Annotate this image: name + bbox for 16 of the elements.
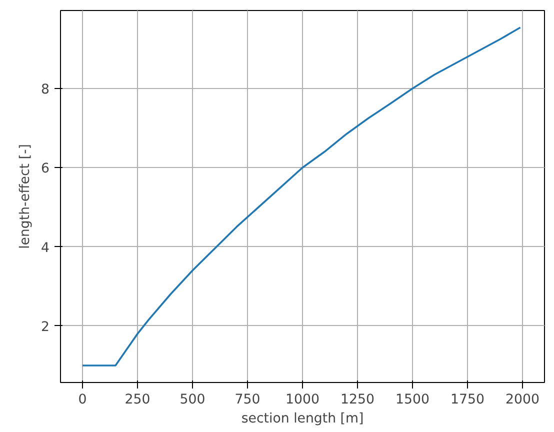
line-series (82, 26, 522, 366)
x-tick-label: 1250 (340, 392, 374, 408)
y-tick-label: 2 (41, 320, 50, 335)
x-tick-label: 250 (124, 392, 150, 408)
x-tick-label: 1000 (286, 392, 320, 408)
x-tick-label: 0 (78, 392, 87, 408)
x-tick-label: 500 (180, 392, 206, 408)
y-tick-label: 4 (41, 240, 50, 256)
y-axis-title: length-effect [-] (18, 144, 34, 249)
x-axis-title: section length [m] (241, 412, 364, 426)
y-tick-label: 8 (41, 82, 50, 98)
y-tick-label: 6 (41, 162, 50, 177)
x-tick-label: 1500 (396, 392, 430, 408)
x-tick-label: 1750 (450, 392, 484, 408)
x-tick-label: 2000 (506, 392, 540, 408)
x-tick-label: 750 (234, 392, 260, 408)
